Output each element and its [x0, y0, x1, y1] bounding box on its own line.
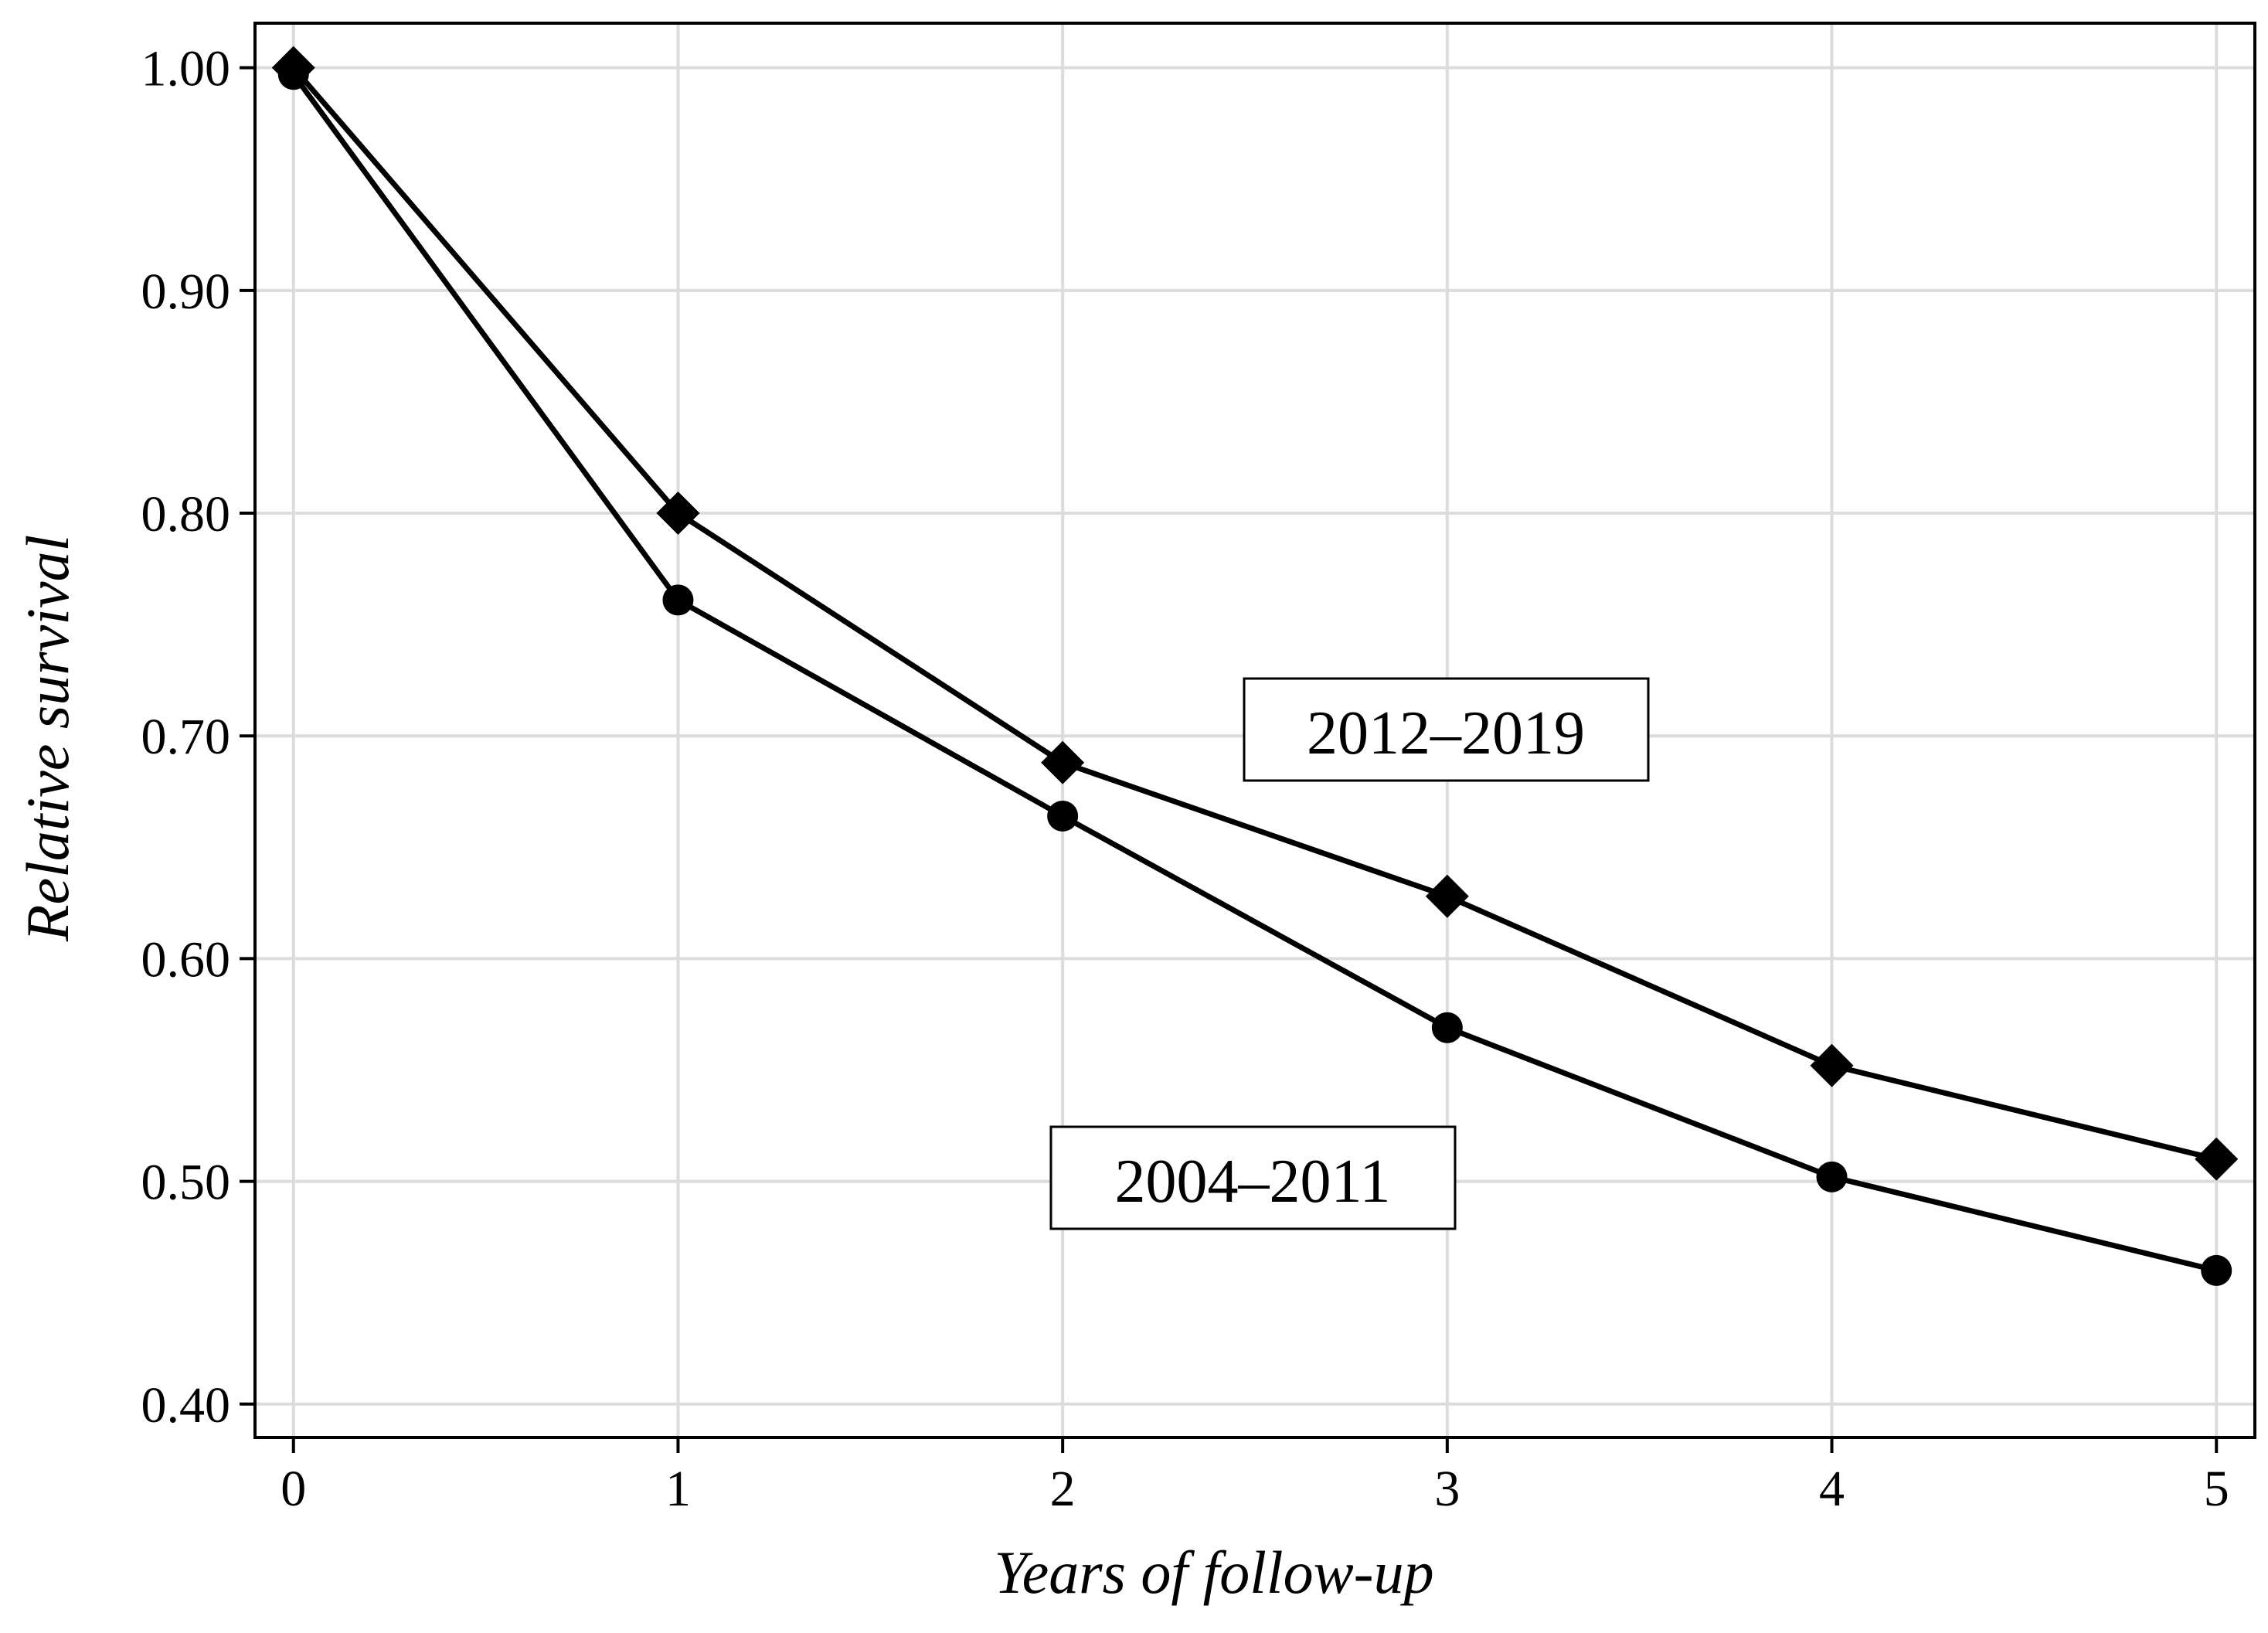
series-line-2012-2019 [291, 66, 2218, 1162]
axis-ticks: 0 1 2 3 4 5 0.40 0.50 0.60 0.70 0.80 0.90 1.00 [141, 41, 2229, 1517]
data-point-circle [662, 584, 694, 616]
plot-frame [253, 22, 2256, 1439]
data-point-diamond [656, 492, 700, 536]
data-point-diamond [1425, 874, 1469, 918]
series-line-2004-2011 [291, 73, 2218, 1274]
data-point-diamond [1810, 1043, 1854, 1087]
y-tick-label: 1.00 [141, 41, 231, 97]
x-tick-label: 3 [1434, 1461, 1460, 1517]
data-series [271, 46, 2239, 1286]
x-tick-label: 1 [665, 1461, 691, 1517]
data-point-diamond [1041, 740, 1085, 784]
y-tick-label: 0.70 [141, 709, 231, 765]
data-point-circle [1047, 800, 1079, 832]
legend-label-2004-2011-box: 2004–2011 [1049, 1125, 1457, 1230]
series-2012-2019 [271, 46, 2239, 1181]
series-2004-2011 [277, 59, 2232, 1286]
y-tick-label: 0.50 [141, 1155, 231, 1211]
y-tick-label: 0.60 [141, 931, 231, 988]
y-tick-label: 0.90 [141, 264, 231, 320]
series-label-2004-2011: 2004–2011 [1114, 1148, 1390, 1216]
series-label-2012-2019: 2012–2019 [1307, 699, 1585, 767]
data-point-circle [1431, 1012, 1463, 1043]
y-axis-title: Relative survival [14, 535, 81, 942]
y-tick-label: 0.40 [141, 1377, 231, 1434]
x-tick-label: 4 [1819, 1461, 1845, 1517]
x-tick-label: 0 [281, 1461, 306, 1517]
x-axis-title: Years of follow-up [994, 1539, 1433, 1606]
data-point-circle [2201, 1254, 2232, 1286]
grid-lines [255, 23, 2255, 1437]
x-tick-label: 2 [1050, 1461, 1076, 1517]
data-point-diamond [2195, 1137, 2239, 1181]
data-point-circle [277, 59, 309, 90]
x-tick-label: 5 [2204, 1461, 2229, 1517]
y-tick-label: 0.80 [141, 486, 231, 543]
data-point-circle [1816, 1161, 1848, 1192]
legend-label-2012-2019-box: 2012–2019 [1243, 677, 1650, 782]
